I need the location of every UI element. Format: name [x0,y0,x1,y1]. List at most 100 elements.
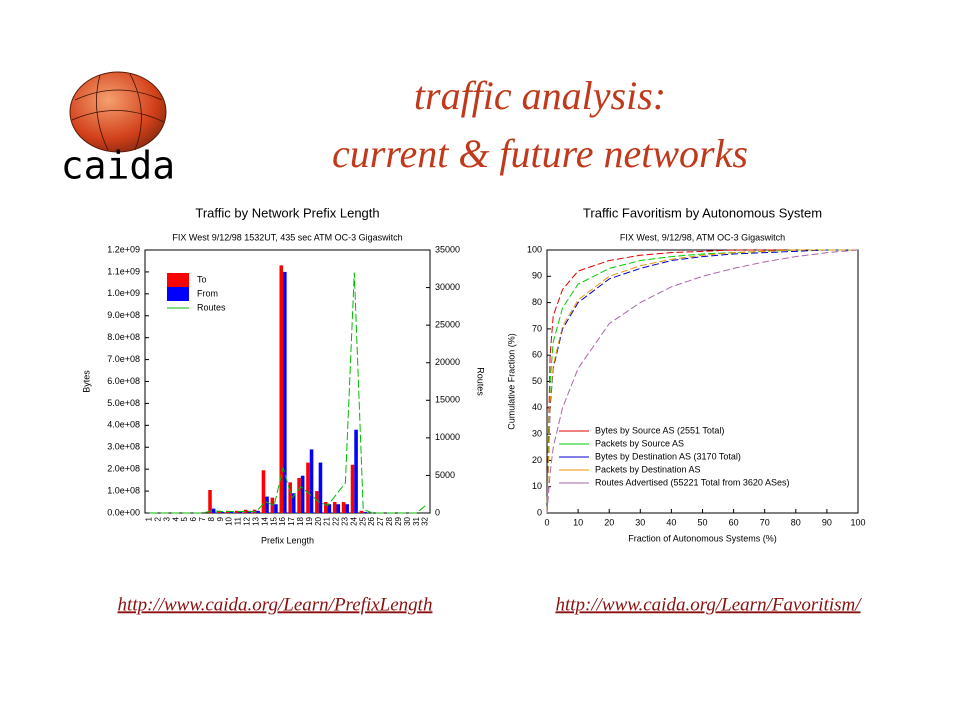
y-tick-label: 20 [532,455,542,465]
series-line [546,249,858,514]
bar [238,511,243,513]
bar [261,470,266,513]
bar [309,449,314,513]
bar [211,508,216,513]
chart-subtitle: FIX West 9/12/98 1532UT, 435 sec ATM OC-… [172,232,402,242]
y-tick-label: 8.0e+08 [107,332,140,342]
y-tick-label: 1.2e+09 [107,244,140,254]
y2-tick-label: 10000 [435,432,460,442]
legend-label: Packets by Source AS [595,438,684,448]
bar [336,504,341,513]
bar [283,271,287,513]
x-tick-label: 21 [323,516,332,525]
x-tick-label: 12 [243,516,252,525]
x-axis-label: Fraction of Autonomous Systems (%) [628,533,777,543]
bar [297,477,301,513]
link[interactable]: http://www.caida.org/Learn/PrefixLength [118,594,433,615]
x-tick-label: 23 [341,516,350,525]
x-tick-label: 25 [358,516,367,525]
y-axis-label: Cumulative Fraction (%) [506,333,516,430]
x-tick-label: 19 [305,516,314,525]
y-tick-label: 10 [532,481,542,491]
series-line [546,249,858,514]
y2-tick-label: 25000 [435,320,460,330]
x-tick-label: 22 [332,516,341,525]
x-tick-label: 100 [850,517,865,527]
legend-label: Routes [197,302,226,312]
bar [217,510,221,513]
y2-tick-label: 35000 [435,244,460,254]
y-tick-label: 60 [532,350,542,360]
x-tick-label: 10 [225,516,234,525]
y-tick-label: 90 [532,271,542,281]
bar [234,510,239,513]
x-tick-label: 18 [296,516,305,525]
y-tick-label: 70 [532,323,542,333]
y2-tick-label: 30000 [435,282,460,292]
x-tick-label: 6 [189,516,198,521]
bar [324,502,328,513]
chart-title: Traffic by Network Prefix Length [195,205,379,220]
y-tick-label: 9.0e+08 [107,310,140,320]
y2-tick-label: 0 [435,507,440,517]
y-tick-label: 3.0e+08 [107,442,140,452]
y-tick-label: 7.0e+08 [107,354,140,364]
x-tick-label: 80 [791,517,801,527]
y-tick-label: 80 [532,297,542,307]
legend-swatch [167,287,189,301]
y-tick-label: 2.0e+08 [107,464,140,474]
logo-mesh [71,73,165,151]
y-tick-label: 5.0e+08 [107,398,140,408]
x-tick-label: 70 [760,517,770,527]
bar [327,504,332,513]
logo: caida [61,71,175,188]
bar [279,265,284,513]
x-tick-label: 3 [162,516,171,521]
x-tick-label: 14 [260,516,269,525]
logo-globe [69,71,167,153]
legend-label: Bytes by Source AS (2551 Total) [595,425,724,435]
y2-tick-label: 20000 [435,357,460,367]
bar [265,496,269,513]
x-tick-label: 30 [635,517,645,527]
x-tick-label: 30 [403,516,412,525]
bar [363,511,367,513]
x-tick-label: 2 [153,516,162,521]
x-tick-label: 27 [376,516,385,525]
series-line [149,272,426,514]
x-tick-label: 24 [349,516,358,525]
legend-label: Bytes by Destination AS (3170 Total) [595,451,741,461]
y-tick-label: 50 [532,376,542,386]
plot-frame [546,249,859,514]
legend-swatch [167,273,189,287]
bar [288,482,292,513]
x-tick-label: 1 [145,516,154,521]
x-tick-label: 5 [180,516,189,521]
x-tick-label: 10 [573,517,583,527]
legend-label: Routes Advertised (55221 Total from 3620… [595,477,789,487]
x-axis-label: Prefix Length [261,535,314,545]
bar [220,511,225,513]
link[interactable]: http://www.caida.org/Learn/Favoritism/ [555,594,862,615]
series-line [546,249,859,514]
x-tick-label: 15 [269,516,278,525]
x-tick-label: 20 [604,517,614,527]
series-line [546,249,858,514]
x-tick-label: 32 [421,516,430,525]
bar [341,502,346,513]
x-tick-label: 28 [385,516,394,525]
bar [291,493,296,513]
x-tick-label: 13 [251,516,260,525]
bar [229,511,234,513]
x-tick-label: 29 [394,516,403,525]
bar [332,502,337,513]
y-tick-label: 30 [532,428,542,438]
x-tick-label: 4 [171,516,180,521]
legend-label: From [197,288,218,298]
x-tick-label: 60 [729,517,739,527]
x-tick-label: 9 [216,516,225,521]
x-tick-label: 20 [314,516,323,525]
x-tick-label: 40 [666,517,676,527]
